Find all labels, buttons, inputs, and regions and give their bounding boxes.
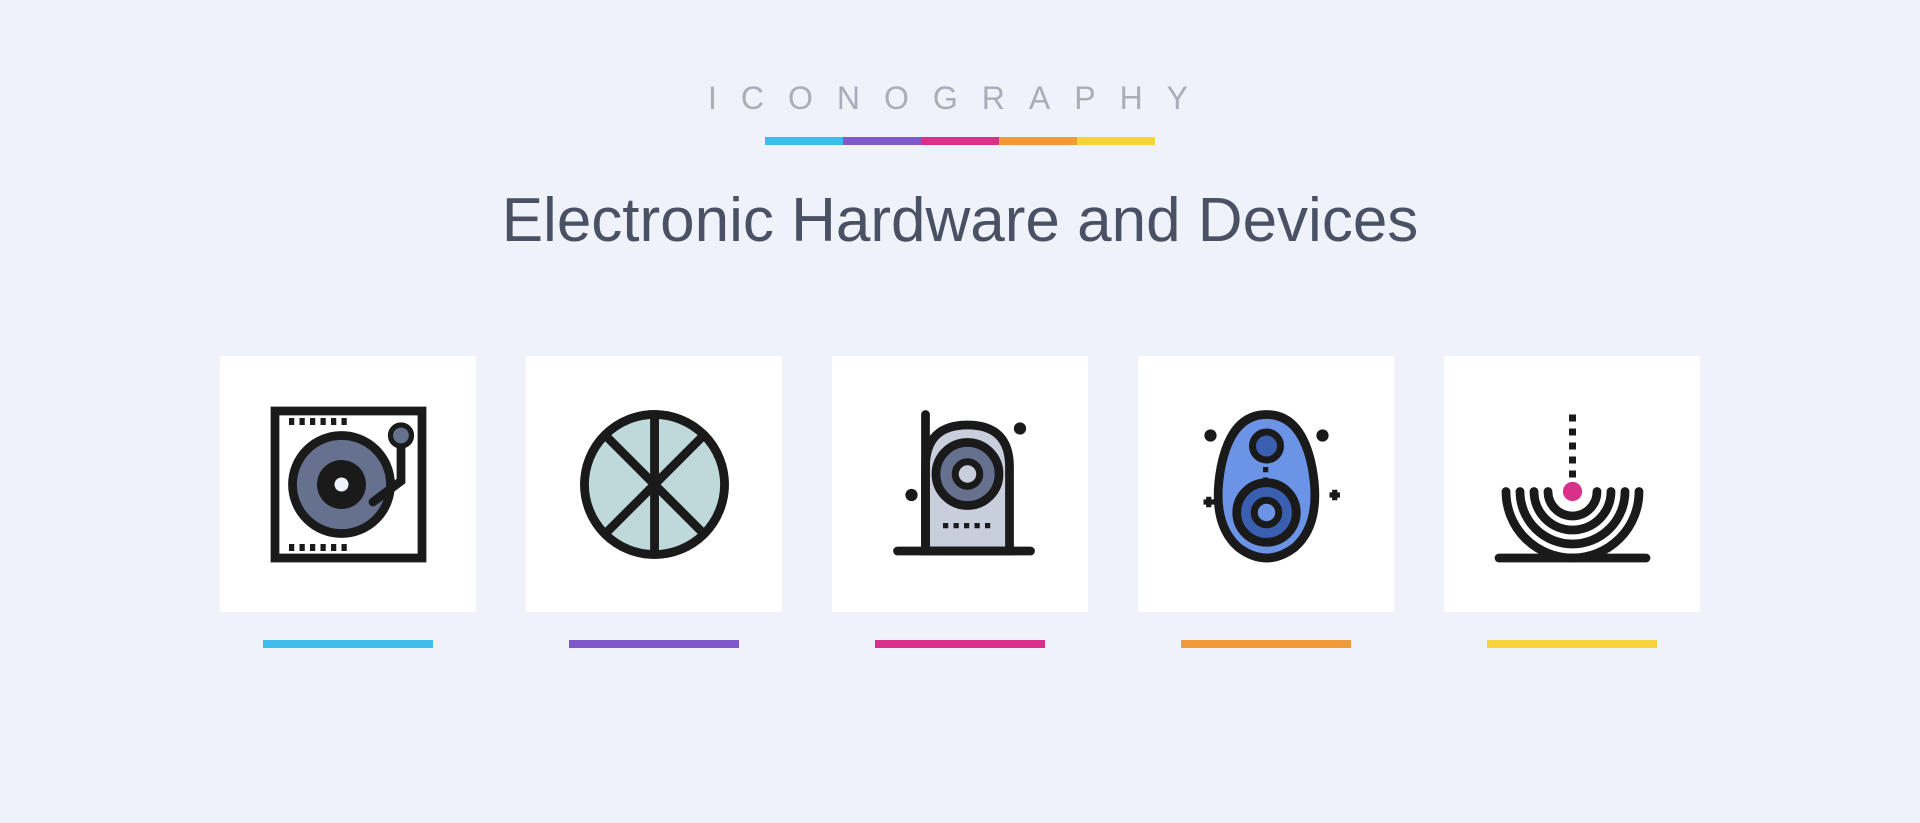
divider-seg-0 [765,137,843,145]
kicker-text: ICONOGRAPHY [502,80,1419,117]
header: ICONOGRAPHY Electronic Hardware and Devi… [502,80,1419,256]
signal-icon [1444,356,1700,612]
aperture-icon [526,356,782,612]
divider-seg-1 [843,137,921,145]
icon-row [220,356,1700,648]
turntable-icon [220,356,476,612]
underline-0 [263,640,433,648]
divider-seg-4 [1077,137,1155,145]
tile-webcam [832,356,1088,648]
page-title: Electronic Hardware and Devices [502,185,1419,256]
divider-seg-3 [999,137,1077,145]
tile-turntable [220,356,476,648]
tile-speaker [1138,356,1394,648]
webcam-icon [832,356,1088,612]
divider-seg-2 [921,137,999,145]
tile-signal [1444,356,1700,648]
underline-2 [875,640,1045,648]
underline-4 [1487,640,1657,648]
tile-aperture [526,356,782,648]
speaker-icon [1138,356,1394,612]
underline-1 [569,640,739,648]
divider [502,137,1419,145]
underline-3 [1181,640,1351,648]
